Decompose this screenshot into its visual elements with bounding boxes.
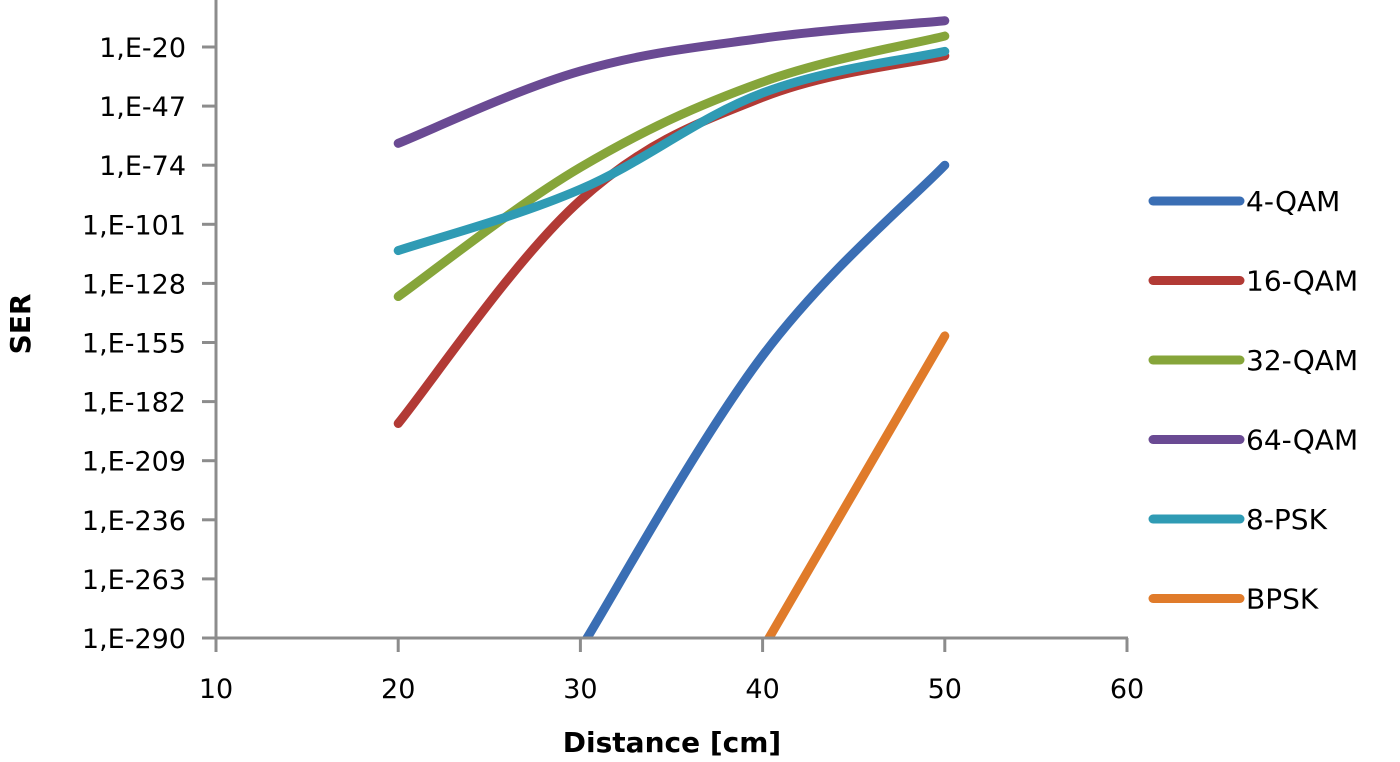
legend-item: 64-QAM <box>1148 424 1358 457</box>
series-line-bpsk <box>763 331 950 638</box>
series-layer <box>393 16 950 638</box>
x-tick-label: 60 <box>1110 674 1144 705</box>
legend-label: 16-QAM <box>1246 265 1358 298</box>
legend-item: BPSK <box>1148 583 1319 616</box>
series-line-64-qam <box>393 16 950 148</box>
legend-label: BPSK <box>1246 583 1319 616</box>
legend-item: 32-QAM <box>1148 344 1358 377</box>
x-axis-title: Distance [cm] <box>563 726 781 759</box>
y-tick-label: 1,E-74 <box>99 151 186 182</box>
legend-item: 8-PSK <box>1148 503 1328 536</box>
legend-item: 16-QAM <box>1148 265 1358 298</box>
x-axis: 10 20 30 40 50 60 <box>199 636 1144 705</box>
x-tick-label: 10 <box>199 674 233 705</box>
y-tick-label: 1,E-263 <box>82 565 186 596</box>
y-tick-label: 1,E-290 <box>82 624 186 655</box>
series-line-4-qam <box>581 160 950 638</box>
x-tick-label: 50 <box>928 674 962 705</box>
y-tick-label: 1,E-47 <box>99 92 186 123</box>
y-axis-title: SER <box>4 294 37 355</box>
y-tick-label: 1,E-182 <box>82 388 186 419</box>
y-tick-label: 1,E-101 <box>82 210 186 241</box>
legend-label: 4-QAM <box>1246 185 1340 218</box>
legend-label: 8-PSK <box>1246 503 1328 536</box>
y-tick-label: 1,E-155 <box>82 329 186 360</box>
legend-item: 4-QAM <box>1148 185 1340 218</box>
y-tick-label: 1,E-20 <box>99 33 186 64</box>
series-line-8-psk <box>393 46 950 256</box>
x-tick-label: 20 <box>381 674 415 705</box>
legend: 4-QAM 16-QAM 32-QAM 64-QAM 8-PSK BPSK <box>1148 185 1358 616</box>
x-tick-label: 40 <box>745 674 779 705</box>
legend-label: 64-QAM <box>1246 424 1358 457</box>
x-tick-label: 30 <box>563 674 597 705</box>
y-tick-label: 1,E-209 <box>82 447 186 478</box>
y-tick-label: 1,E-236 <box>82 506 186 537</box>
series-line-32-qam <box>393 31 950 302</box>
y-axis: 1,E-20 1,E-47 1,E-74 1,E-101 1,E-128 1,E-155 1… <box>82 0 218 655</box>
y-tick-label: 1,E-128 <box>82 269 186 300</box>
legend-label: 32-QAM <box>1246 344 1358 377</box>
